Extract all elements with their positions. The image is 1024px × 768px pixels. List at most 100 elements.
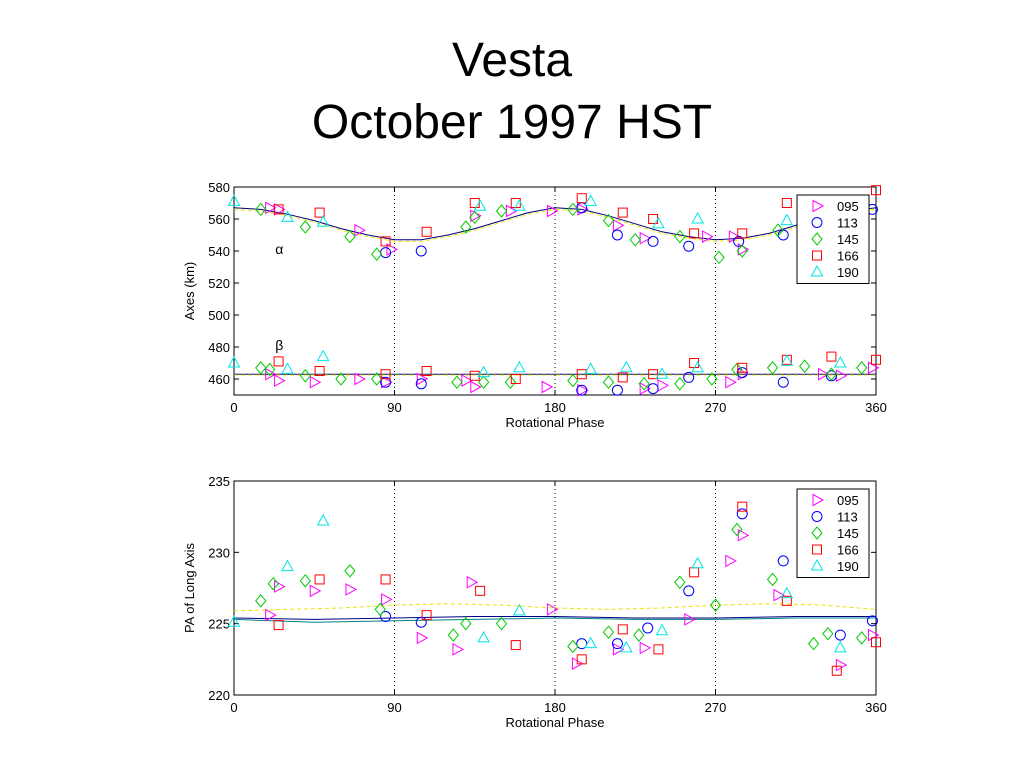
data-point: [504, 375, 517, 389]
data-point: [421, 610, 432, 621]
data-point: [447, 628, 460, 642]
data-point: [737, 528, 750, 542]
legend-label-095: 095: [837, 199, 859, 214]
data-point: [415, 245, 427, 257]
legend-marker-113: [811, 217, 823, 228]
data-point: [344, 229, 356, 244]
data-point: [264, 362, 276, 377]
data-point: [619, 360, 633, 373]
data-point: [639, 382, 652, 395]
data-point: [725, 554, 737, 568]
x-tick-label: 90: [387, 400, 401, 415]
data-point: [314, 207, 325, 218]
data-point: [647, 235, 659, 247]
data-point: [299, 220, 311, 234]
data-point: [281, 559, 294, 572]
data-point: [737, 228, 748, 239]
data-point: [799, 359, 811, 373]
y-axis-label: Axes (km): [182, 262, 197, 321]
y-tick-label: 540: [208, 244, 230, 259]
data-point: [512, 199, 526, 211]
data-point: [856, 361, 868, 375]
fit-curve: [233, 208, 877, 242]
data-point: [475, 585, 486, 596]
data-point: [461, 374, 473, 387]
data-point: [683, 240, 695, 252]
data-point: [617, 624, 628, 635]
data-point: [344, 564, 356, 578]
data-point: [416, 631, 429, 645]
y-tick-label: 220: [208, 688, 230, 703]
data-point: [780, 586, 794, 599]
data-point: [371, 247, 383, 261]
data-point: [469, 210, 481, 225]
data-point: [567, 639, 579, 654]
data-point: [736, 244, 748, 258]
plot-area: [233, 480, 877, 696]
fit-curve: [233, 617, 876, 623]
data-point: [316, 349, 330, 362]
data-point: [638, 377, 650, 391]
data-point: [309, 584, 322, 598]
legend: [796, 488, 870, 578]
legend-marker-166: [812, 544, 822, 555]
x-tick-label: 90: [387, 700, 401, 715]
legend-label-166: 166: [837, 249, 859, 264]
data-point: [495, 204, 508, 218]
legend-label-113: 113: [837, 510, 858, 525]
data-point: [273, 356, 284, 367]
data-point: [299, 574, 311, 588]
data-point: [833, 640, 847, 653]
x-tick-label: 360: [865, 400, 887, 415]
data-point: [541, 380, 554, 394]
x-tick-label: 0: [230, 700, 237, 715]
data-point: [674, 229, 686, 244]
data-point: [781, 595, 792, 606]
data-point: [834, 629, 846, 641]
series-166: [273, 185, 881, 384]
data-point: [416, 372, 429, 386]
data-point: [380, 369, 391, 380]
data-point: [281, 362, 294, 374]
data-point: [773, 588, 785, 602]
data-point: [772, 223, 784, 237]
data-point: [633, 628, 645, 642]
slide-title: Vesta October 1997 HST: [0, 30, 1024, 154]
data-point: [512, 360, 526, 373]
data-point: [826, 351, 837, 362]
data-point: [737, 362, 748, 373]
data-point: [706, 372, 718, 386]
data-point: [380, 376, 392, 388]
fit-curve: [233, 603, 877, 612]
data-point: [510, 640, 521, 651]
data-point: [639, 231, 652, 245]
data-point: [477, 365, 491, 378]
slide-title-line-2: October 1997 HST: [311, 96, 713, 149]
data-point: [381, 375, 393, 389]
legend-label-095: 095: [837, 493, 859, 508]
data-point: [265, 201, 277, 215]
data-point: [576, 384, 588, 396]
data-point: [702, 230, 714, 243]
data-point: [825, 367, 838, 381]
legend-label-113: 113: [837, 216, 858, 231]
legend-marker-166: [812, 250, 822, 261]
data-point: [421, 226, 432, 237]
data-point: [546, 204, 559, 218]
legend-marker-190: [810, 264, 824, 277]
data-point: [512, 603, 526, 616]
data-point: [381, 593, 393, 606]
data-point: [611, 384, 623, 396]
data-point: [691, 211, 705, 224]
data-point: [451, 375, 463, 389]
chart-panel-2: 0 90 180 270 360 220 225 230 235 Rotational Phase…: [182, 474, 887, 730]
data-point: [273, 620, 284, 631]
fit-curve: [233, 616, 876, 620]
data-point: [731, 362, 743, 377]
y-tick-label: 235: [208, 474, 230, 489]
data-point: [674, 575, 686, 590]
data-point: [737, 501, 748, 512]
greek-label: β: [275, 337, 283, 353]
data-point: [780, 354, 794, 366]
